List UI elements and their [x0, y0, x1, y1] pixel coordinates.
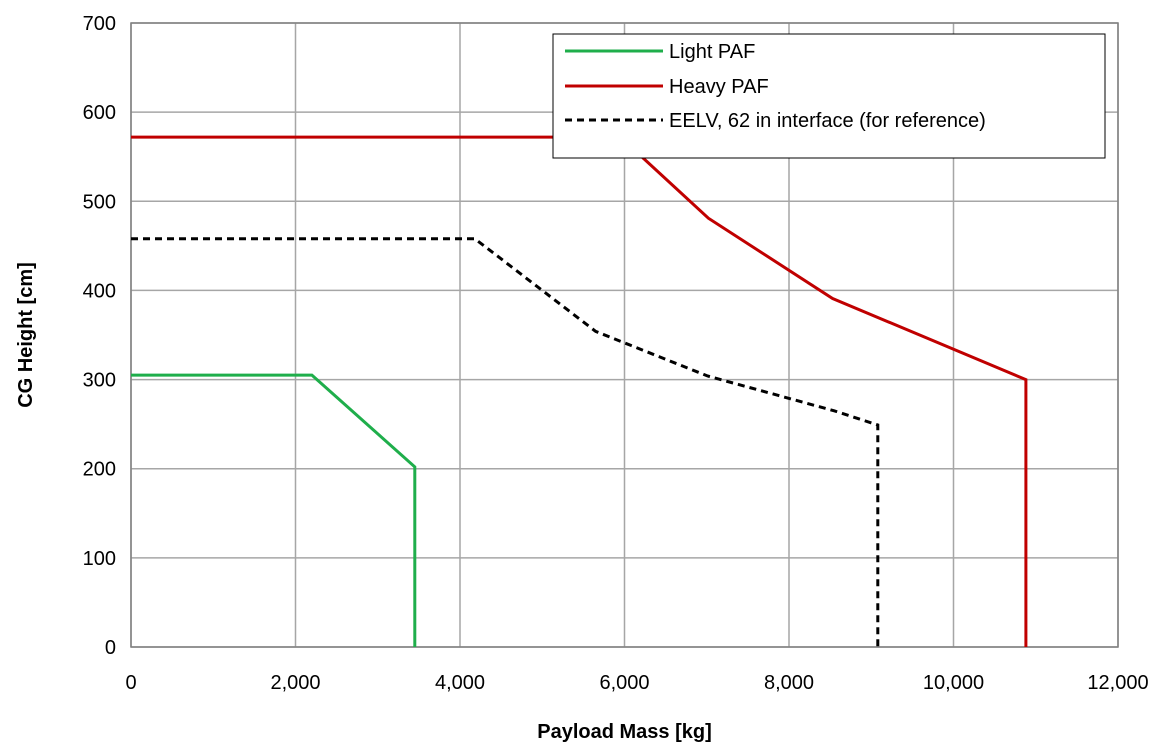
legend-label-heavy-paf: Heavy PAF	[669, 76, 769, 98]
y-tick-label: 100	[83, 548, 116, 570]
x-tick-label: 12,000	[1087, 672, 1148, 694]
y-axis-title: CG Height [cm]	[15, 262, 37, 408]
x-tick-label: 2,000	[270, 672, 320, 694]
y-tick-label: 400	[83, 280, 116, 302]
series-line-1	[131, 135, 1028, 647]
y-tick-label: 300	[83, 370, 116, 392]
x-tick-label: 8,000	[764, 672, 814, 694]
y-tick-label: 200	[83, 459, 116, 481]
x-tick-label: 10,000	[923, 672, 984, 694]
y-tick-label: 0	[105, 637, 116, 659]
series-line-2	[131, 237, 880, 647]
y-tick-label: 600	[83, 102, 116, 124]
y-axis-tick-labels: 0 100 200 300 400 500 600 700	[83, 13, 116, 659]
plot-area	[130, 22, 1119, 648]
x-tick-label: 4,000	[435, 672, 485, 694]
series-line-0	[131, 373, 417, 647]
legend: Light PAF Heavy PAF EELV, 62 in interfac…	[552, 33, 1106, 159]
x-axis-title: Payload Mass [kg]	[537, 721, 712, 743]
legend-label-light-paf: Light PAF	[669, 41, 755, 63]
x-tick-label: 0	[125, 672, 136, 694]
y-tick-label: 500	[83, 191, 116, 213]
legend-label-eelv: EELV, 62 in interface (for reference)	[669, 110, 986, 132]
series-layer	[131, 135, 1028, 647]
y-tick-label: 700	[83, 13, 116, 35]
x-tick-label: 6,000	[599, 672, 649, 694]
legend-box	[552, 33, 1106, 159]
x-axis-tick-labels: 0 2,000 4,000 6,000 8,000 10,000 12,000	[125, 672, 1148, 694]
